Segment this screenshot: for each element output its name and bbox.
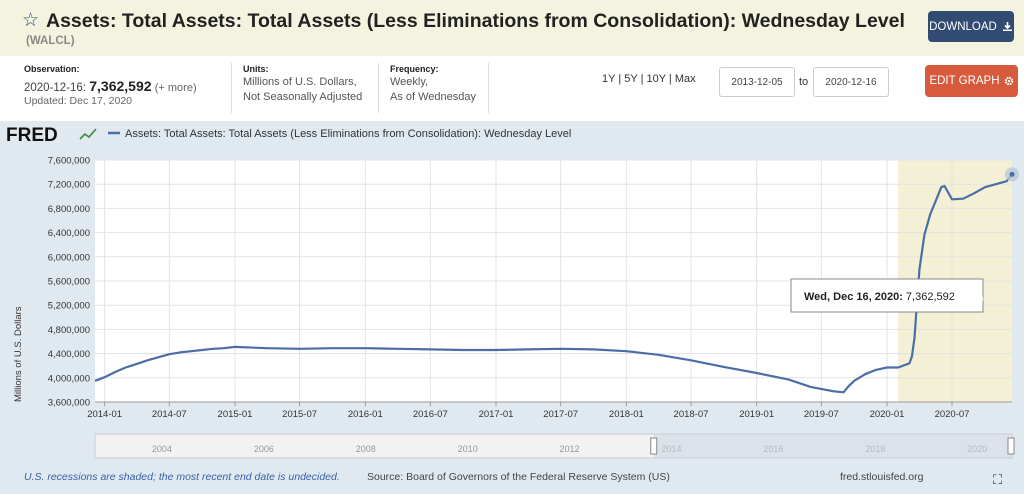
tooltip: Wed, Dec 16, 2020: 7,362,592: [790, 278, 984, 313]
x-tick-label: 2015-01: [218, 409, 253, 420]
fred-logo-mark: [79, 128, 97, 140]
y-tick-label: 6,000,000: [48, 252, 90, 263]
observation-line: 2020-12-16: 7,362,592 (+ more): [24, 78, 197, 94]
fred-logo: FRED: [6, 125, 97, 146]
source-text: Source: Board of Governors of the Federa…: [367, 471, 670, 483]
fred-url-link[interactable]: fred.stlouisfed.org: [840, 471, 924, 483]
range-selector: 1Y | 5Y | 10Y | Max: [602, 73, 696, 85]
x-tick-label: 2014-01: [87, 409, 122, 420]
fullscreen-icon[interactable]: ⛶: [993, 472, 1003, 487]
start-date-input[interactable]: 2013-12-05: [719, 67, 795, 97]
gear-icon: [1004, 76, 1013, 86]
chart-panel: FRED Assets: Total Assets: Total Assets …: [0, 121, 1024, 494]
fred-logo-text: FRED: [6, 125, 58, 146]
x-tick-label: 2019-01: [739, 409, 774, 420]
tooltip-pointer: [976, 295, 983, 301]
navigator-label: 2006: [254, 444, 274, 454]
navigator-label: 2010: [458, 444, 478, 454]
tooltip-text: Wed, Dec 16, 2020: 7,362,592: [804, 291, 955, 303]
divider: [231, 63, 232, 113]
x-axis: 2014-01 2014-07 2015-01 2015-07 2016-01 2016-…: [87, 401, 1012, 420]
edit-graph-button[interactable]: EDIT GRAPH: [925, 65, 1018, 97]
series-title: Assets: Total Assets: Total Assets (Less…: [46, 10, 905, 32]
y-tick-label: 4,800,000: [48, 325, 90, 336]
navigator[interactable]: 200420062008201020122014201620182020: [94, 433, 1015, 459]
x-tick-label: 2018-01: [609, 409, 644, 420]
observation-date: 2020-12-16:: [24, 82, 87, 94]
observation-label: Observation:: [24, 64, 80, 74]
edit-graph-label: EDIT GRAPH: [929, 75, 1000, 87]
star-icon[interactable]: ☆: [22, 10, 40, 31]
observation-value: 7,362,592: [89, 78, 152, 94]
y-axis-label: Millions of U.S. Dollars: [13, 306, 24, 402]
y-tick-label: 7,200,000: [48, 180, 90, 191]
y-tick-label: 6,800,000: [48, 204, 90, 215]
legend-label: Assets: Total Assets: Total Assets (Less…: [125, 128, 571, 140]
y-tick-label: 7,600,000: [48, 156, 90, 167]
recession-note: U.S. recessions are shaded; the most rec…: [24, 471, 340, 483]
to-label: to: [799, 76, 809, 88]
x-tick-label: 2017-07: [543, 409, 578, 420]
x-tick-label: 2017-01: [479, 409, 514, 420]
download-button[interactable]: DOWNLOAD: [928, 11, 1014, 42]
end-date-input[interactable]: 2020-12-16: [813, 67, 889, 97]
gridlines: [95, 159, 1012, 403]
range-10y[interactable]: 10Y: [646, 73, 666, 85]
x-tick-label: 2018-07: [674, 409, 709, 420]
units-line1: Millions of U.S. Dollars,: [243, 76, 357, 88]
y-axis: 3,600,000 4,000,000 4,400,000 4,800,000 5,20…: [48, 156, 90, 409]
series-layer: [94, 167, 1019, 394]
hover-point: [1009, 171, 1015, 177]
y-tick-label: 4,400,000: [48, 349, 90, 360]
navigator-label: 2012: [560, 444, 580, 454]
download-icon: [1002, 22, 1012, 31]
series-id: (WALCL): [26, 35, 75, 47]
frequency-line1: Weekly,: [390, 76, 429, 88]
x-tick-label: 2016-01: [348, 409, 383, 420]
divider: [488, 63, 489, 113]
x-tick-label: 2020-07: [935, 409, 970, 420]
tooltip-box: [790, 278, 984, 313]
range-max[interactable]: Max: [674, 73, 696, 85]
x-tick-label: 2019-07: [804, 409, 839, 420]
navigator-label: 2008: [356, 444, 376, 454]
units-label: Units:: [243, 64, 269, 74]
navigator-selection: [653, 434, 1012, 458]
x-tick-label: 2020-01: [870, 409, 905, 420]
observation-more-link[interactable]: (+ more): [154, 82, 197, 94]
divider: [378, 63, 379, 113]
y-tick-label: 5,200,000: [48, 301, 90, 312]
x-tick-label: 2014-07: [152, 409, 187, 420]
updated-date: Updated: Dec 17, 2020: [24, 95, 132, 107]
download-label: DOWNLOAD: [929, 20, 997, 33]
navigator-label: 2004: [152, 444, 172, 454]
chart[interactable]: FRED Assets: Total Assets: Total Assets …: [0, 121, 1024, 466]
y-tick-label: 6,400,000: [48, 228, 90, 239]
frequency-line2: As of Wednesday: [390, 91, 477, 103]
header-bar: ☆ Assets: Total Assets: Total Assets (Le…: [0, 0, 1024, 56]
frequency-label: Frequency:: [390, 64, 439, 74]
x-tick-label: 2016-07: [413, 409, 448, 420]
range-1y[interactable]: 1Y: [602, 73, 616, 85]
navigator-handle-left: [650, 437, 658, 455]
navigator-handle-right: [1007, 437, 1015, 455]
tooltip-value: 7,362,592: [906, 291, 955, 303]
tooltip-date: Wed, Dec 16, 2020:: [804, 291, 903, 303]
y-tick-label: 4,000,000: [48, 373, 90, 384]
x-tick-label: 2015-07: [282, 409, 317, 420]
range-5y[interactable]: 5Y: [624, 73, 638, 85]
y-tick-label: 5,600,000: [48, 277, 90, 288]
series-line: [94, 173, 1013, 394]
units-line2: Not Seasonally Adjusted: [243, 91, 363, 103]
y-tick-label: 3,600,000: [48, 398, 90, 409]
